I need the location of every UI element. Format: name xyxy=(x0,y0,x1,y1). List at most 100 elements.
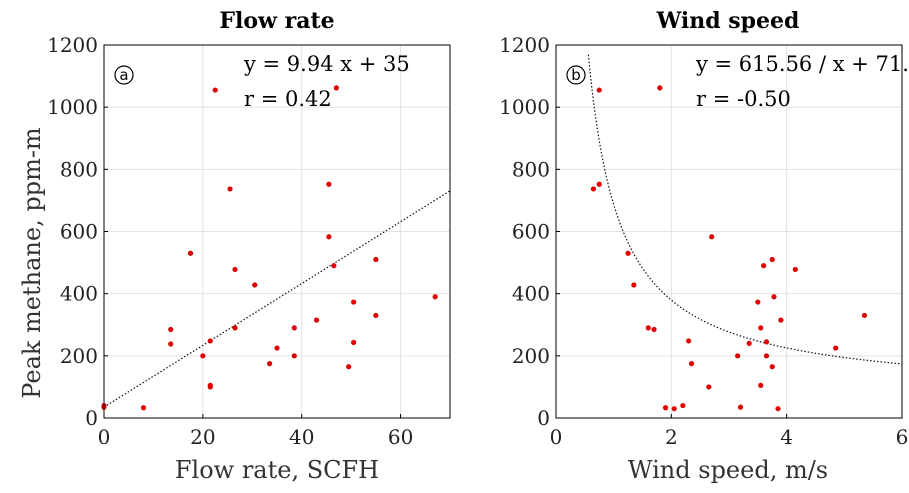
data-point xyxy=(735,353,741,359)
panel-a-equation: y = 9.94 x + 35 xyxy=(243,52,410,76)
data-point xyxy=(212,87,218,93)
data-point xyxy=(200,353,206,359)
data-point xyxy=(140,405,147,411)
data-point xyxy=(651,326,657,333)
x-tick-label: 2 xyxy=(665,425,678,449)
data-point xyxy=(758,325,764,331)
data-point xyxy=(771,294,777,300)
x-tick-label: 60 xyxy=(388,425,413,449)
y-axis-title: Peak methane, ppm-m xyxy=(18,127,46,399)
data-point xyxy=(686,338,692,344)
data-point xyxy=(625,250,631,256)
data-point xyxy=(351,299,357,305)
data-point xyxy=(631,282,637,288)
data-point xyxy=(680,402,686,409)
data-point xyxy=(763,339,770,345)
panel-b-correlation: r = -0.50 xyxy=(696,87,791,111)
data-point xyxy=(291,325,297,331)
data-point xyxy=(326,234,332,240)
fit-line xyxy=(103,190,451,408)
data-point xyxy=(187,250,194,256)
data-point xyxy=(778,317,784,323)
panel-b-fit-curve xyxy=(587,54,903,365)
panel-b-x-title: Wind speed, m/s xyxy=(628,456,828,484)
data-point xyxy=(207,338,213,344)
panel-b-points xyxy=(590,85,868,412)
data-point xyxy=(737,404,744,410)
y-tick-label: 1200 xyxy=(499,33,550,57)
data-point xyxy=(232,325,238,331)
x-tick-label: 4 xyxy=(780,425,793,449)
y-tick-label: 400 xyxy=(60,282,98,306)
panel-a-letter: a xyxy=(119,66,128,84)
y-tick-label: 800 xyxy=(512,157,550,181)
panel-b-letter-circle xyxy=(566,65,586,85)
data-point xyxy=(274,345,280,351)
y-tick-label: 800 xyxy=(60,157,98,181)
data-point xyxy=(709,234,715,240)
data-point xyxy=(227,186,233,192)
panel-b-equation: y = 615.56 / x + 71.5 xyxy=(695,52,909,76)
data-point xyxy=(758,382,764,388)
x-tick-label: 20 xyxy=(190,425,215,449)
data-point xyxy=(662,405,669,411)
data-point xyxy=(596,181,602,187)
data-point xyxy=(688,361,695,367)
data-point xyxy=(326,181,332,187)
y-tick-label: 0 xyxy=(537,406,550,430)
y-tick-label: 600 xyxy=(60,220,98,244)
y-tick-label: 200 xyxy=(60,344,98,368)
panel-a-x-title: Flow rate, SCFH xyxy=(175,456,379,484)
x-tick-label: 6 xyxy=(896,425,909,449)
data-point xyxy=(861,312,868,319)
data-point xyxy=(207,382,213,388)
panel-b-letter: b xyxy=(571,66,581,84)
y-tick-label: 1000 xyxy=(47,95,98,119)
panel-a-title: Flow rate xyxy=(219,8,334,34)
x-tick-label: 0 xyxy=(98,425,111,449)
y-tick-label: 600 xyxy=(512,220,550,244)
data-point xyxy=(645,325,651,331)
data-point xyxy=(168,326,174,333)
data-point xyxy=(755,299,761,305)
data-point xyxy=(351,339,357,346)
data-point xyxy=(373,312,379,319)
data-point xyxy=(833,345,839,351)
panel-b: Wind speed 0 2 4 6 0 200 400 600 800 1000 1200 b y… xyxy=(499,8,909,484)
panel-b-title: Wind speed xyxy=(656,8,800,34)
data-point xyxy=(232,266,238,273)
data-point xyxy=(266,361,273,367)
panel-b-ticks: 0 2 4 6 0 200 400 600 800 1000 1200 xyxy=(499,33,908,449)
data-point xyxy=(590,186,597,192)
x-tick-label: 0 xyxy=(550,425,563,449)
y-tick-label: 1200 xyxy=(47,33,98,57)
panel-a-fit-line xyxy=(103,190,451,408)
data-point xyxy=(168,341,174,347)
y-tick-label: 1000 xyxy=(499,95,550,119)
fit-line xyxy=(587,54,903,365)
panel-a-letter-circle xyxy=(114,65,134,85)
data-point xyxy=(432,294,438,300)
data-point xyxy=(596,87,602,93)
data-point xyxy=(746,340,752,346)
data-point xyxy=(769,256,775,263)
y-tick-label: 200 xyxy=(512,344,550,368)
data-point xyxy=(792,266,798,273)
data-point xyxy=(671,406,677,412)
y-tick-label: 0 xyxy=(85,406,98,430)
data-point xyxy=(346,364,352,370)
data-point xyxy=(291,353,297,359)
data-point xyxy=(763,353,770,359)
data-point xyxy=(769,364,775,370)
data-point xyxy=(706,384,712,390)
data-point xyxy=(657,85,663,91)
data-point xyxy=(761,263,767,269)
data-point xyxy=(373,256,379,263)
panel-a-points xyxy=(101,85,438,411)
panel-a-correlation: r = 0.42 xyxy=(244,87,332,111)
data-point xyxy=(252,282,258,288)
data-point xyxy=(313,317,320,323)
